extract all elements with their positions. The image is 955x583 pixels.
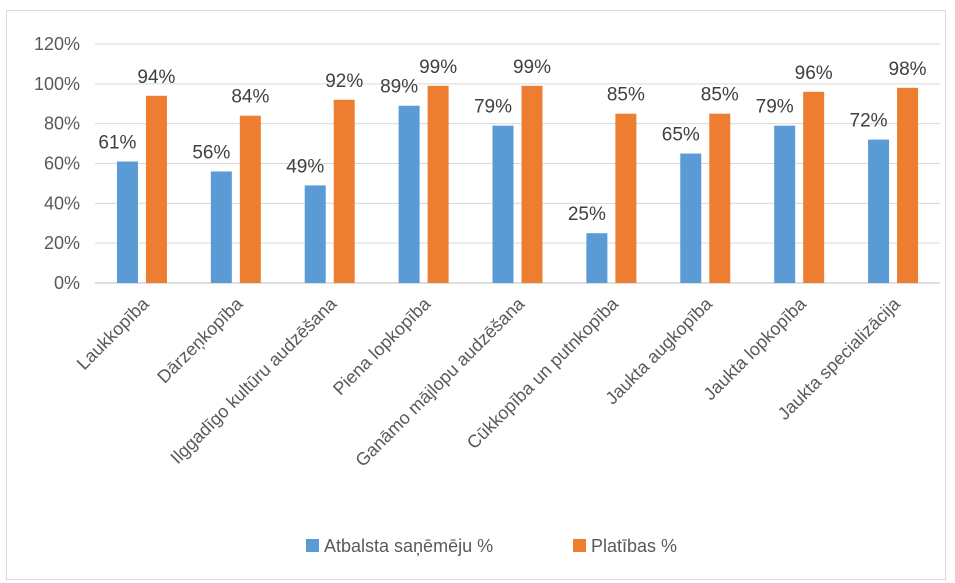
x-tick-label: Jaukta lopkopība <box>700 293 811 404</box>
y-tick-label: 20% <box>44 233 80 253</box>
gridlines <box>95 43 940 284</box>
y-tick-label: 120% <box>34 34 80 54</box>
y-tick-label: 100% <box>34 74 80 94</box>
data-label: 89% <box>380 77 418 98</box>
bar <box>709 113 731 283</box>
legend-swatch <box>573 539 586 552</box>
data-label: 85% <box>607 85 645 106</box>
data-label: 49% <box>286 156 324 177</box>
data-label: 72% <box>850 111 888 132</box>
y-axis: 0% 20% 40% 60% 80% 100% 120% <box>34 34 80 293</box>
x-tick-label: Ganāmo mājlopu audzēšana <box>351 293 529 471</box>
bar <box>615 113 637 283</box>
x-tick-label: Ilggadīgo kultūru audzēšana <box>166 293 341 468</box>
bar <box>492 125 514 284</box>
x-tick-label: Cūkkopība un putnkopība <box>463 293 623 453</box>
data-label: 85% <box>701 85 739 106</box>
bar <box>304 185 326 283</box>
bar <box>210 171 232 283</box>
bar <box>868 139 890 283</box>
data-label: 61% <box>98 133 136 154</box>
bar <box>897 87 919 283</box>
data-label: 99% <box>419 57 457 78</box>
x-tick-label: Laukkopība <box>73 293 154 374</box>
y-tick-label: 80% <box>44 114 80 134</box>
data-label: 79% <box>474 97 512 118</box>
data-label: 79% <box>756 97 794 118</box>
bar <box>116 161 138 283</box>
data-label: 65% <box>662 125 700 146</box>
data-label: 96% <box>795 63 833 84</box>
y-tick-label: 40% <box>44 193 80 213</box>
x-tick-label: Piena lopkopība <box>329 293 435 399</box>
bar <box>333 99 355 284</box>
bar <box>398 105 420 283</box>
y-tick-label: 0% <box>54 273 80 293</box>
legend-swatch <box>306 539 319 552</box>
bar <box>586 233 608 283</box>
legend: Atbalsta saņēmēju % Platības % <box>306 536 677 556</box>
bar <box>521 85 543 283</box>
data-label: 25% <box>568 204 606 225</box>
bar <box>427 85 449 283</box>
data-label: 99% <box>513 57 551 78</box>
bars <box>116 85 919 284</box>
legend-label: Platības % <box>591 536 677 556</box>
y-tick-label: 60% <box>44 154 80 174</box>
bar <box>145 95 167 284</box>
data-label: 84% <box>231 87 269 108</box>
data-label: 92% <box>325 71 363 92</box>
data-label: 94% <box>137 67 175 88</box>
bar <box>803 91 825 283</box>
bar <box>774 125 796 284</box>
bar <box>680 153 702 283</box>
data-label: 56% <box>192 142 230 163</box>
legend-label: Atbalsta saņēmēju % <box>324 536 493 556</box>
bar <box>239 115 261 283</box>
data-labels: 61%94%56%84%49%92% 89%99%79%99%25%85%65%8… <box>98 57 926 225</box>
data-label: 98% <box>889 59 927 80</box>
x-tick-label: Dārzeņkopība <box>153 293 247 387</box>
